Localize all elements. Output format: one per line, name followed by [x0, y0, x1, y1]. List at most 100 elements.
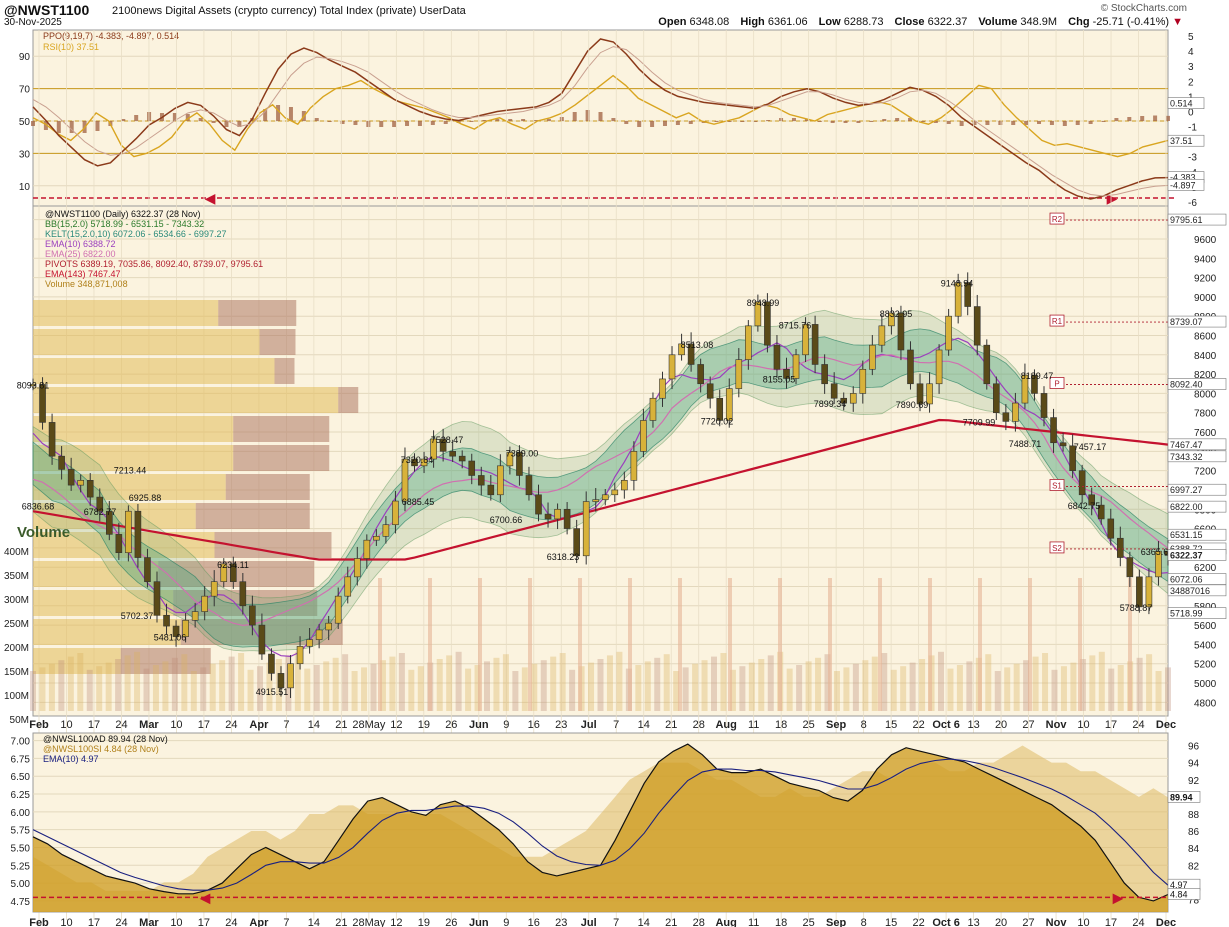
bottom-right-label: 4.97	[1170, 880, 1188, 890]
volume-bar	[361, 667, 368, 711]
volume-bar	[871, 656, 878, 711]
ppo-histogram-bar	[327, 121, 332, 122]
price-tick: 7200	[1194, 467, 1217, 478]
price-candle	[659, 378, 666, 399]
price-candle	[268, 653, 275, 674]
x-axis-label: 18	[775, 719, 787, 731]
stockcharts-logo: © StockCharts.com	[1100, 3, 1187, 14]
pivot-label-box	[1049, 212, 1065, 225]
price-candle	[373, 535, 380, 541]
volume-bar	[1165, 667, 1171, 711]
price-annotation: 5788.87	[1120, 603, 1153, 613]
volume-bar	[663, 654, 670, 711]
price-tick: 4800	[1194, 698, 1217, 709]
volume-bar	[701, 660, 708, 711]
price-candle	[935, 349, 943, 385]
price-candle	[1040, 393, 1048, 418]
price-right-label: 8092.40	[1170, 380, 1203, 390]
x-axis-label: 8	[861, 719, 867, 731]
volume-by-price-bar	[33, 648, 121, 674]
volume-bar	[673, 671, 680, 711]
ppo-histogram-bar	[95, 121, 100, 131]
price-candle	[77, 480, 84, 486]
pivot-label-box	[1049, 377, 1065, 389]
x-axis-label: 7	[283, 719, 289, 731]
price-candle	[96, 496, 104, 512]
top-legend-entry: PPO(9,19,7) -4.383, -4.897, 0.514	[43, 31, 179, 41]
bottom-left-tick: 5.00	[11, 879, 31, 890]
pivot-label: S2	[1052, 544, 1062, 553]
volume-bar	[190, 671, 197, 711]
price-candle	[687, 343, 695, 365]
ppo-histogram-bar	[598, 112, 603, 121]
ppo-histogram-bar	[933, 121, 938, 123]
price-right-label-box	[1167, 584, 1227, 597]
price-candle	[592, 499, 600, 502]
volume-bar	[729, 669, 736, 711]
volume-by-price-bar	[33, 358, 275, 384]
volume-spike-bar	[578, 578, 582, 711]
price-candle	[1031, 374, 1038, 394]
volume-bar	[1098, 651, 1105, 711]
price-right-label-box	[1167, 573, 1227, 585]
ppo-histogram-bar	[856, 121, 861, 123]
ohlc-summary: Open 6348.08 High 6361.06 Low 6288.73 Cl…	[658, 16, 1183, 28]
price-candle	[1069, 445, 1076, 471]
x-axis-label: 9	[503, 719, 509, 731]
volume-tick: 50M	[10, 715, 29, 726]
price-candle	[449, 451, 456, 457]
price-candle	[764, 301, 771, 346]
price-candle	[29, 384, 37, 387]
top-right-label: 0.514	[1170, 99, 1193, 109]
x-axis-label-bottom: 7	[613, 917, 619, 927]
price-candle	[516, 452, 523, 476]
price-annotation: 6700.66	[490, 515, 523, 525]
volume-bar	[219, 660, 226, 711]
x-axis-label: 24	[1132, 719, 1144, 731]
si-area	[33, 744, 1168, 912]
ppo-histogram-bar	[804, 119, 809, 121]
ppo-histogram-bar	[417, 121, 422, 126]
price-right-label: 7467.47	[1170, 440, 1203, 450]
ppo-histogram-bar	[1140, 116, 1145, 121]
volume-spike-bar	[478, 578, 482, 711]
volume-bar	[257, 666, 263, 711]
volume-bar	[1013, 663, 1020, 711]
volume-bar	[833, 671, 840, 711]
price-candle	[67, 469, 75, 486]
price-tick: 5400	[1194, 640, 1217, 651]
ppo-histogram-bar	[521, 119, 526, 121]
price-candle	[497, 465, 504, 496]
ppo-histogram-bar	[185, 114, 190, 121]
x-axis-label-bottom: 13	[967, 917, 979, 927]
volume-bar	[1051, 669, 1058, 711]
x-axis-label: 21	[665, 719, 677, 731]
volume-by-price-bar	[195, 503, 310, 529]
volume-bar	[909, 662, 916, 711]
x-axis-label: 19	[418, 719, 430, 731]
ppo-histogram-bar	[946, 121, 951, 124]
ppo-histogram-bar	[366, 121, 371, 127]
price-candle	[363, 539, 371, 559]
volume-by-price-bar	[225, 474, 310, 500]
index-name: 2100news Digital Assets (crypto currency…	[112, 5, 466, 17]
bottom-legend-entry: EMA(10) 4.97	[43, 754, 99, 764]
top-left-tick: 30	[19, 149, 31, 160]
volume-tick: 400M	[4, 547, 29, 558]
ppo-histogram-bar	[1088, 121, 1093, 124]
price-candle	[869, 344, 876, 370]
x-axis-label: Aug	[715, 719, 736, 731]
price-candle	[792, 354, 800, 379]
volume-bar	[597, 659, 604, 711]
ppo-histogram-bar	[430, 121, 435, 125]
price-candle	[296, 646, 304, 665]
ppo-histogram-bar	[211, 121, 216, 123]
price-annotation: 7720.02	[701, 416, 734, 426]
bottom-left-tick: 5.50	[11, 843, 31, 854]
price-annotation: 4915.51	[256, 687, 289, 697]
price-legend-entry: Volume 348,871,008	[45, 279, 128, 289]
volume-spike-bar	[1028, 578, 1032, 711]
price-candle	[525, 475, 533, 496]
chart-header: @NWST1100 2100news Digital Assets (crypt…	[0, 0, 1229, 30]
volume-bar	[947, 668, 954, 711]
